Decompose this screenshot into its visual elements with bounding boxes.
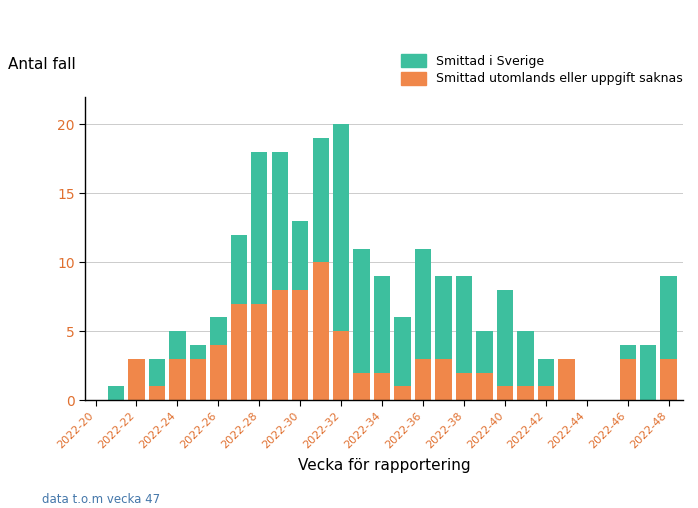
Bar — [660, 359, 677, 400]
Bar — [169, 359, 186, 400]
Bar — [517, 387, 533, 400]
Bar — [497, 290, 513, 387]
Bar — [394, 318, 410, 387]
Bar — [640, 345, 656, 400]
Bar — [517, 331, 533, 387]
Bar — [415, 248, 431, 359]
Bar — [394, 387, 410, 400]
Bar — [210, 345, 227, 400]
Bar — [456, 373, 472, 400]
Bar — [415, 359, 431, 400]
Text: data t.o.m vecka 47: data t.o.m vecka 47 — [42, 493, 160, 506]
Bar — [333, 331, 350, 400]
Bar — [149, 387, 165, 400]
Bar — [660, 276, 677, 359]
Bar — [537, 387, 554, 400]
Bar — [107, 387, 124, 400]
Bar — [292, 221, 309, 290]
Bar — [190, 359, 206, 400]
Bar — [456, 276, 472, 373]
Bar — [313, 138, 329, 262]
Bar — [210, 318, 227, 345]
Bar — [497, 387, 513, 400]
Bar — [353, 248, 370, 373]
Bar — [169, 331, 186, 359]
Bar — [558, 359, 574, 400]
Bar — [292, 290, 309, 400]
Bar — [251, 152, 267, 304]
Bar — [272, 290, 288, 400]
Bar — [190, 345, 206, 359]
Bar — [374, 373, 390, 400]
Bar — [476, 331, 493, 373]
Bar — [251, 304, 267, 400]
Bar — [313, 262, 329, 400]
X-axis label: Vecka för rapportering: Vecka för rapportering — [298, 458, 470, 472]
Bar — [333, 124, 350, 331]
Bar — [537, 359, 554, 387]
Bar — [620, 359, 636, 400]
Bar — [476, 373, 493, 400]
Bar — [353, 373, 370, 400]
Bar — [272, 152, 288, 290]
Bar — [149, 359, 165, 387]
Bar — [128, 359, 144, 400]
Bar — [436, 276, 452, 359]
Bar — [374, 276, 390, 373]
Legend: Smittad i Sverige, Smittad utomlands eller uppgift saknas: Smittad i Sverige, Smittad utomlands ell… — [401, 54, 683, 85]
Bar — [436, 359, 452, 400]
Bar — [230, 235, 247, 304]
Bar — [230, 304, 247, 400]
Text: Antal fall: Antal fall — [8, 57, 75, 72]
Bar — [620, 345, 636, 359]
